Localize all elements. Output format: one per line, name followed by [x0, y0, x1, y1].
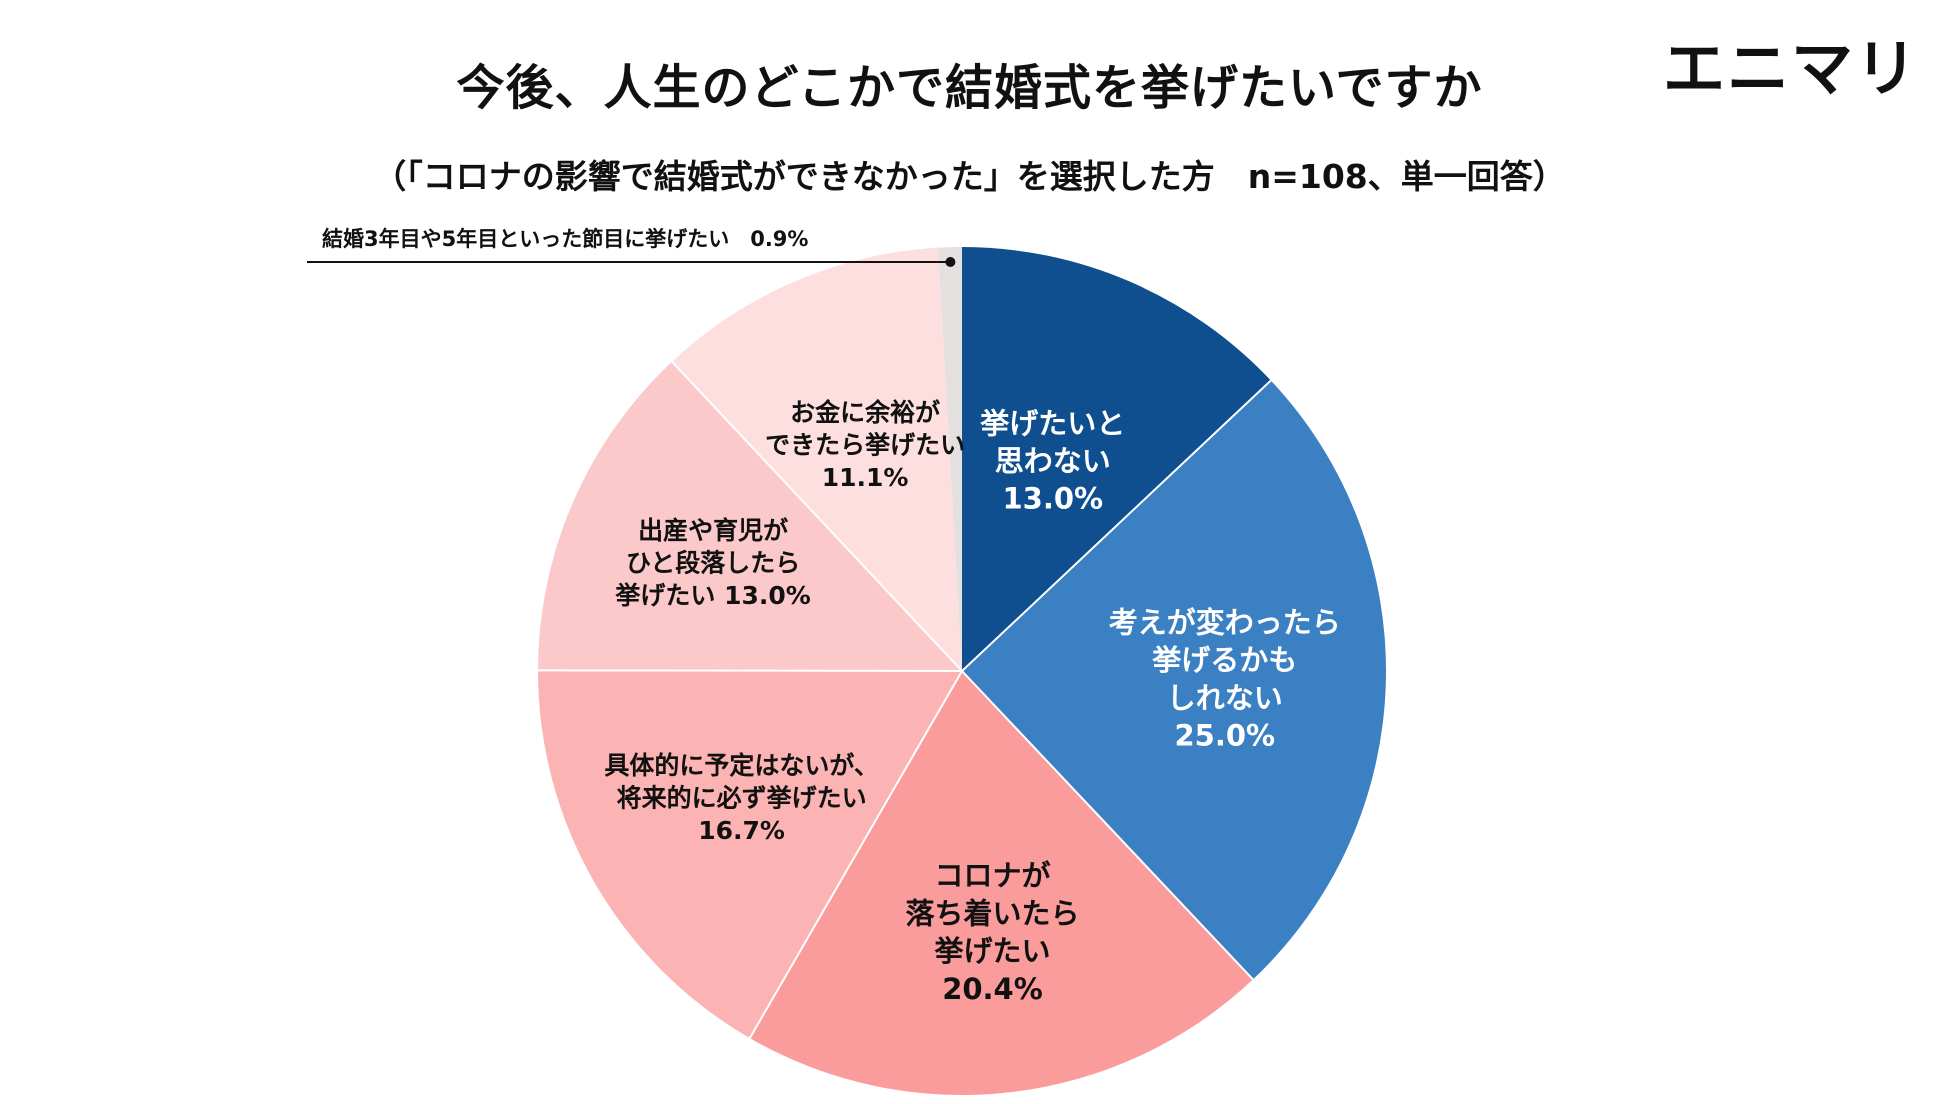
slice-label-line: 13.0% — [1002, 482, 1103, 516]
slice-label-line: 挙げたい 13.0% — [614, 581, 810, 610]
slice-label-line: 結婚3年目や5年目といった節目に挙げたい 0.9% — [322, 227, 808, 251]
slice-label-line: 具体的に予定はないが、 — [604, 751, 879, 780]
slice-label-line: 挙げたいと — [979, 406, 1125, 440]
pie-slice-4 — [537, 670, 962, 1039]
slice-label-line: 将来的に必ず挙げたい — [617, 784, 867, 813]
slice-separator — [961, 379, 1272, 672]
pie-slice-5 — [538, 361, 962, 671]
brand-logo: エニマリ — [1662, 32, 1919, 105]
pie-slice-7 — [938, 247, 962, 671]
slice-label-line: 25.0% — [1174, 719, 1275, 753]
slice-label-line: 挙げるかも — [1151, 643, 1297, 677]
callout-dot — [945, 257, 956, 267]
chart-title: 今後、人生のどこかで結婚式を挙げたいですか — [456, 60, 1483, 116]
slice-label-line: 落ち着いたら — [905, 896, 1079, 930]
slice-label-1: 挙げたいと思わない 13.0% — [979, 406, 1125, 515]
slice-label-line: 挙げたい — [933, 934, 1050, 968]
slice-separator — [671, 361, 963, 672]
slice-separator — [537, 669, 963, 672]
slice-label-4: 具体的に予定はないが、将来的に必ず挙げたい 16.7% — [604, 751, 879, 845]
slice-label-line: お金に余裕が — [790, 398, 940, 427]
slice-label-line: 16.7% — [698, 816, 785, 845]
pie-slice-3 — [749, 671, 1253, 1095]
slice-label-2: 考えが変わったら挙げるかもしれない 25.0% — [1109, 605, 1341, 752]
slice-label-6: お金に余裕ができたら挙げたい 11.1% — [765, 398, 965, 492]
pie-slice-2 — [962, 380, 1387, 980]
slice-label-5: 出産や育児がひと段落したら挙げたい 13.0% — [614, 516, 810, 610]
slice-separator — [748, 670, 963, 1039]
pie-slice-1 — [962, 247, 1271, 671]
slice-label-line: ひと段落したら — [626, 549, 800, 578]
slice-label-line: できたら挙げたい — [765, 431, 965, 460]
chart-subtitle: （「コロナの影響で結婚式ができなかった」を選択した方 n=108、単一回答） — [373, 157, 1566, 196]
slice-label-3: コロナが落ち着いたら挙げたい 20.4% — [905, 859, 1079, 1006]
slice-label-line: コロナが — [934, 859, 1050, 893]
pie-slice-6 — [671, 247, 962, 671]
slice-label-line: しれない — [1167, 681, 1283, 715]
slice-label-line: 考えが変わったら — [1109, 605, 1341, 639]
slice-label-7: 結婚3年目や5年目といった節目に挙げたい 0.9% — [322, 227, 808, 251]
slice-label-line: 出産や育児が — [638, 516, 788, 545]
slice-separator — [961, 670, 1254, 981]
slice-label-line: 思わない — [995, 444, 1111, 478]
slice-label-line: 20.4% — [942, 972, 1043, 1006]
slice-label-line: 11.1% — [822, 463, 909, 492]
